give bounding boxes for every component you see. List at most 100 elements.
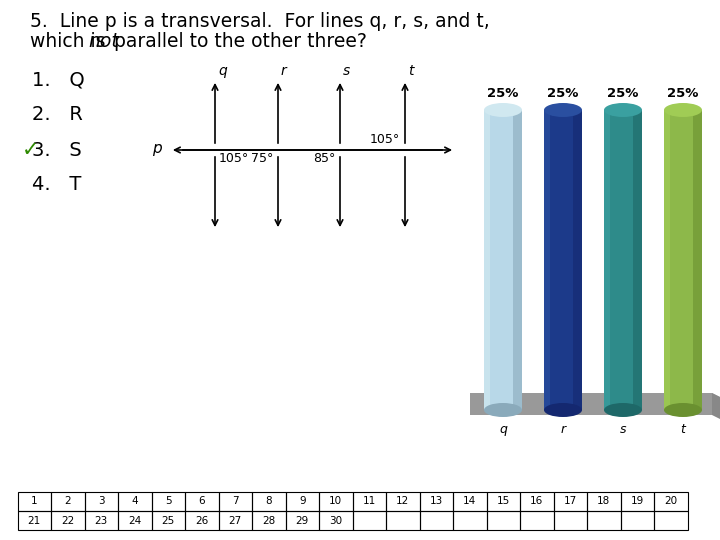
Bar — [218, 492, 252, 511]
Text: 20: 20 — [664, 496, 678, 507]
Text: 6: 6 — [199, 496, 205, 507]
Bar — [621, 511, 654, 530]
Bar — [252, 511, 286, 530]
Ellipse shape — [664, 403, 702, 417]
Bar — [587, 492, 621, 511]
Text: 9: 9 — [299, 496, 305, 507]
Bar — [487, 511, 520, 530]
Text: 2.   R: 2. R — [32, 105, 83, 125]
Bar — [420, 492, 453, 511]
Bar — [51, 511, 84, 530]
Bar — [420, 511, 453, 530]
Bar — [520, 511, 554, 530]
Bar — [386, 492, 420, 511]
Bar — [386, 511, 420, 530]
Text: 5: 5 — [165, 496, 171, 507]
Text: s: s — [620, 423, 626, 436]
Text: parallel to the other three?: parallel to the other three? — [108, 32, 367, 51]
Text: t: t — [680, 423, 685, 436]
Bar — [17, 511, 51, 530]
Text: 105°: 105° — [219, 152, 249, 165]
Text: 105°: 105° — [370, 133, 400, 146]
Text: 1.   Q: 1. Q — [32, 71, 85, 90]
Bar — [484, 110, 522, 410]
Text: r: r — [281, 64, 287, 78]
Bar — [353, 511, 386, 530]
Bar — [286, 511, 319, 530]
Bar — [151, 492, 185, 511]
Text: 25%: 25% — [667, 87, 698, 100]
Bar — [654, 492, 688, 511]
Bar — [185, 492, 218, 511]
Text: 21: 21 — [27, 516, 41, 525]
Bar — [51, 492, 84, 511]
Text: 28: 28 — [262, 516, 275, 525]
Text: t: t — [408, 64, 413, 78]
Bar — [151, 511, 185, 530]
Text: 17: 17 — [564, 496, 577, 507]
Bar — [118, 492, 151, 511]
Polygon shape — [712, 393, 720, 420]
Text: 26: 26 — [195, 516, 208, 525]
Text: 2: 2 — [64, 496, 71, 507]
Text: 27: 27 — [229, 516, 242, 525]
Bar — [632, 110, 642, 410]
Bar — [185, 511, 218, 530]
Bar — [520, 492, 554, 511]
Text: 25: 25 — [161, 516, 175, 525]
Text: 29: 29 — [296, 516, 309, 525]
Text: ✓: ✓ — [22, 140, 40, 160]
Text: 8: 8 — [266, 496, 272, 507]
Bar — [453, 492, 487, 511]
Text: 12: 12 — [396, 496, 410, 507]
Bar — [17, 492, 51, 511]
Text: q: q — [499, 423, 507, 436]
Text: 15: 15 — [497, 496, 510, 507]
Text: 75°: 75° — [251, 152, 274, 165]
Text: 25%: 25% — [607, 87, 639, 100]
Text: p: p — [153, 141, 162, 157]
Bar — [453, 511, 487, 530]
Ellipse shape — [544, 103, 582, 117]
Polygon shape — [470, 393, 720, 398]
Ellipse shape — [604, 103, 642, 117]
Text: 4: 4 — [132, 496, 138, 507]
Bar — [554, 492, 587, 511]
Bar — [84, 511, 118, 530]
Bar — [513, 110, 522, 410]
Bar — [286, 492, 319, 511]
Text: 1: 1 — [31, 496, 37, 507]
Text: 24: 24 — [128, 516, 141, 525]
Ellipse shape — [484, 103, 522, 117]
Text: 18: 18 — [597, 496, 611, 507]
Text: 23: 23 — [94, 516, 108, 525]
Text: 14: 14 — [463, 496, 477, 507]
Text: 85°: 85° — [313, 152, 336, 165]
Bar — [554, 511, 587, 530]
Bar — [604, 110, 642, 410]
Text: s: s — [343, 64, 350, 78]
Bar — [604, 110, 610, 410]
Text: 3: 3 — [98, 496, 104, 507]
Text: q: q — [218, 64, 227, 78]
Bar — [487, 492, 520, 511]
Bar — [587, 511, 621, 530]
Text: 25%: 25% — [547, 87, 579, 100]
Ellipse shape — [544, 403, 582, 417]
Bar — [572, 110, 582, 410]
Ellipse shape — [484, 403, 522, 417]
Text: not: not — [88, 32, 119, 51]
Bar — [252, 492, 286, 511]
Bar — [544, 110, 549, 410]
Text: 5.  Line p is a transversal.  For lines q, r, s, and t,: 5. Line p is a transversal. For lines q,… — [30, 12, 490, 31]
Bar — [654, 511, 688, 530]
Bar — [218, 511, 252, 530]
Bar — [319, 511, 353, 530]
Bar — [484, 110, 490, 410]
Text: 16: 16 — [530, 496, 544, 507]
Bar — [664, 110, 702, 410]
Text: 11: 11 — [363, 496, 376, 507]
Ellipse shape — [664, 103, 702, 117]
Bar — [353, 492, 386, 511]
Text: 4.   T: 4. T — [32, 176, 81, 194]
